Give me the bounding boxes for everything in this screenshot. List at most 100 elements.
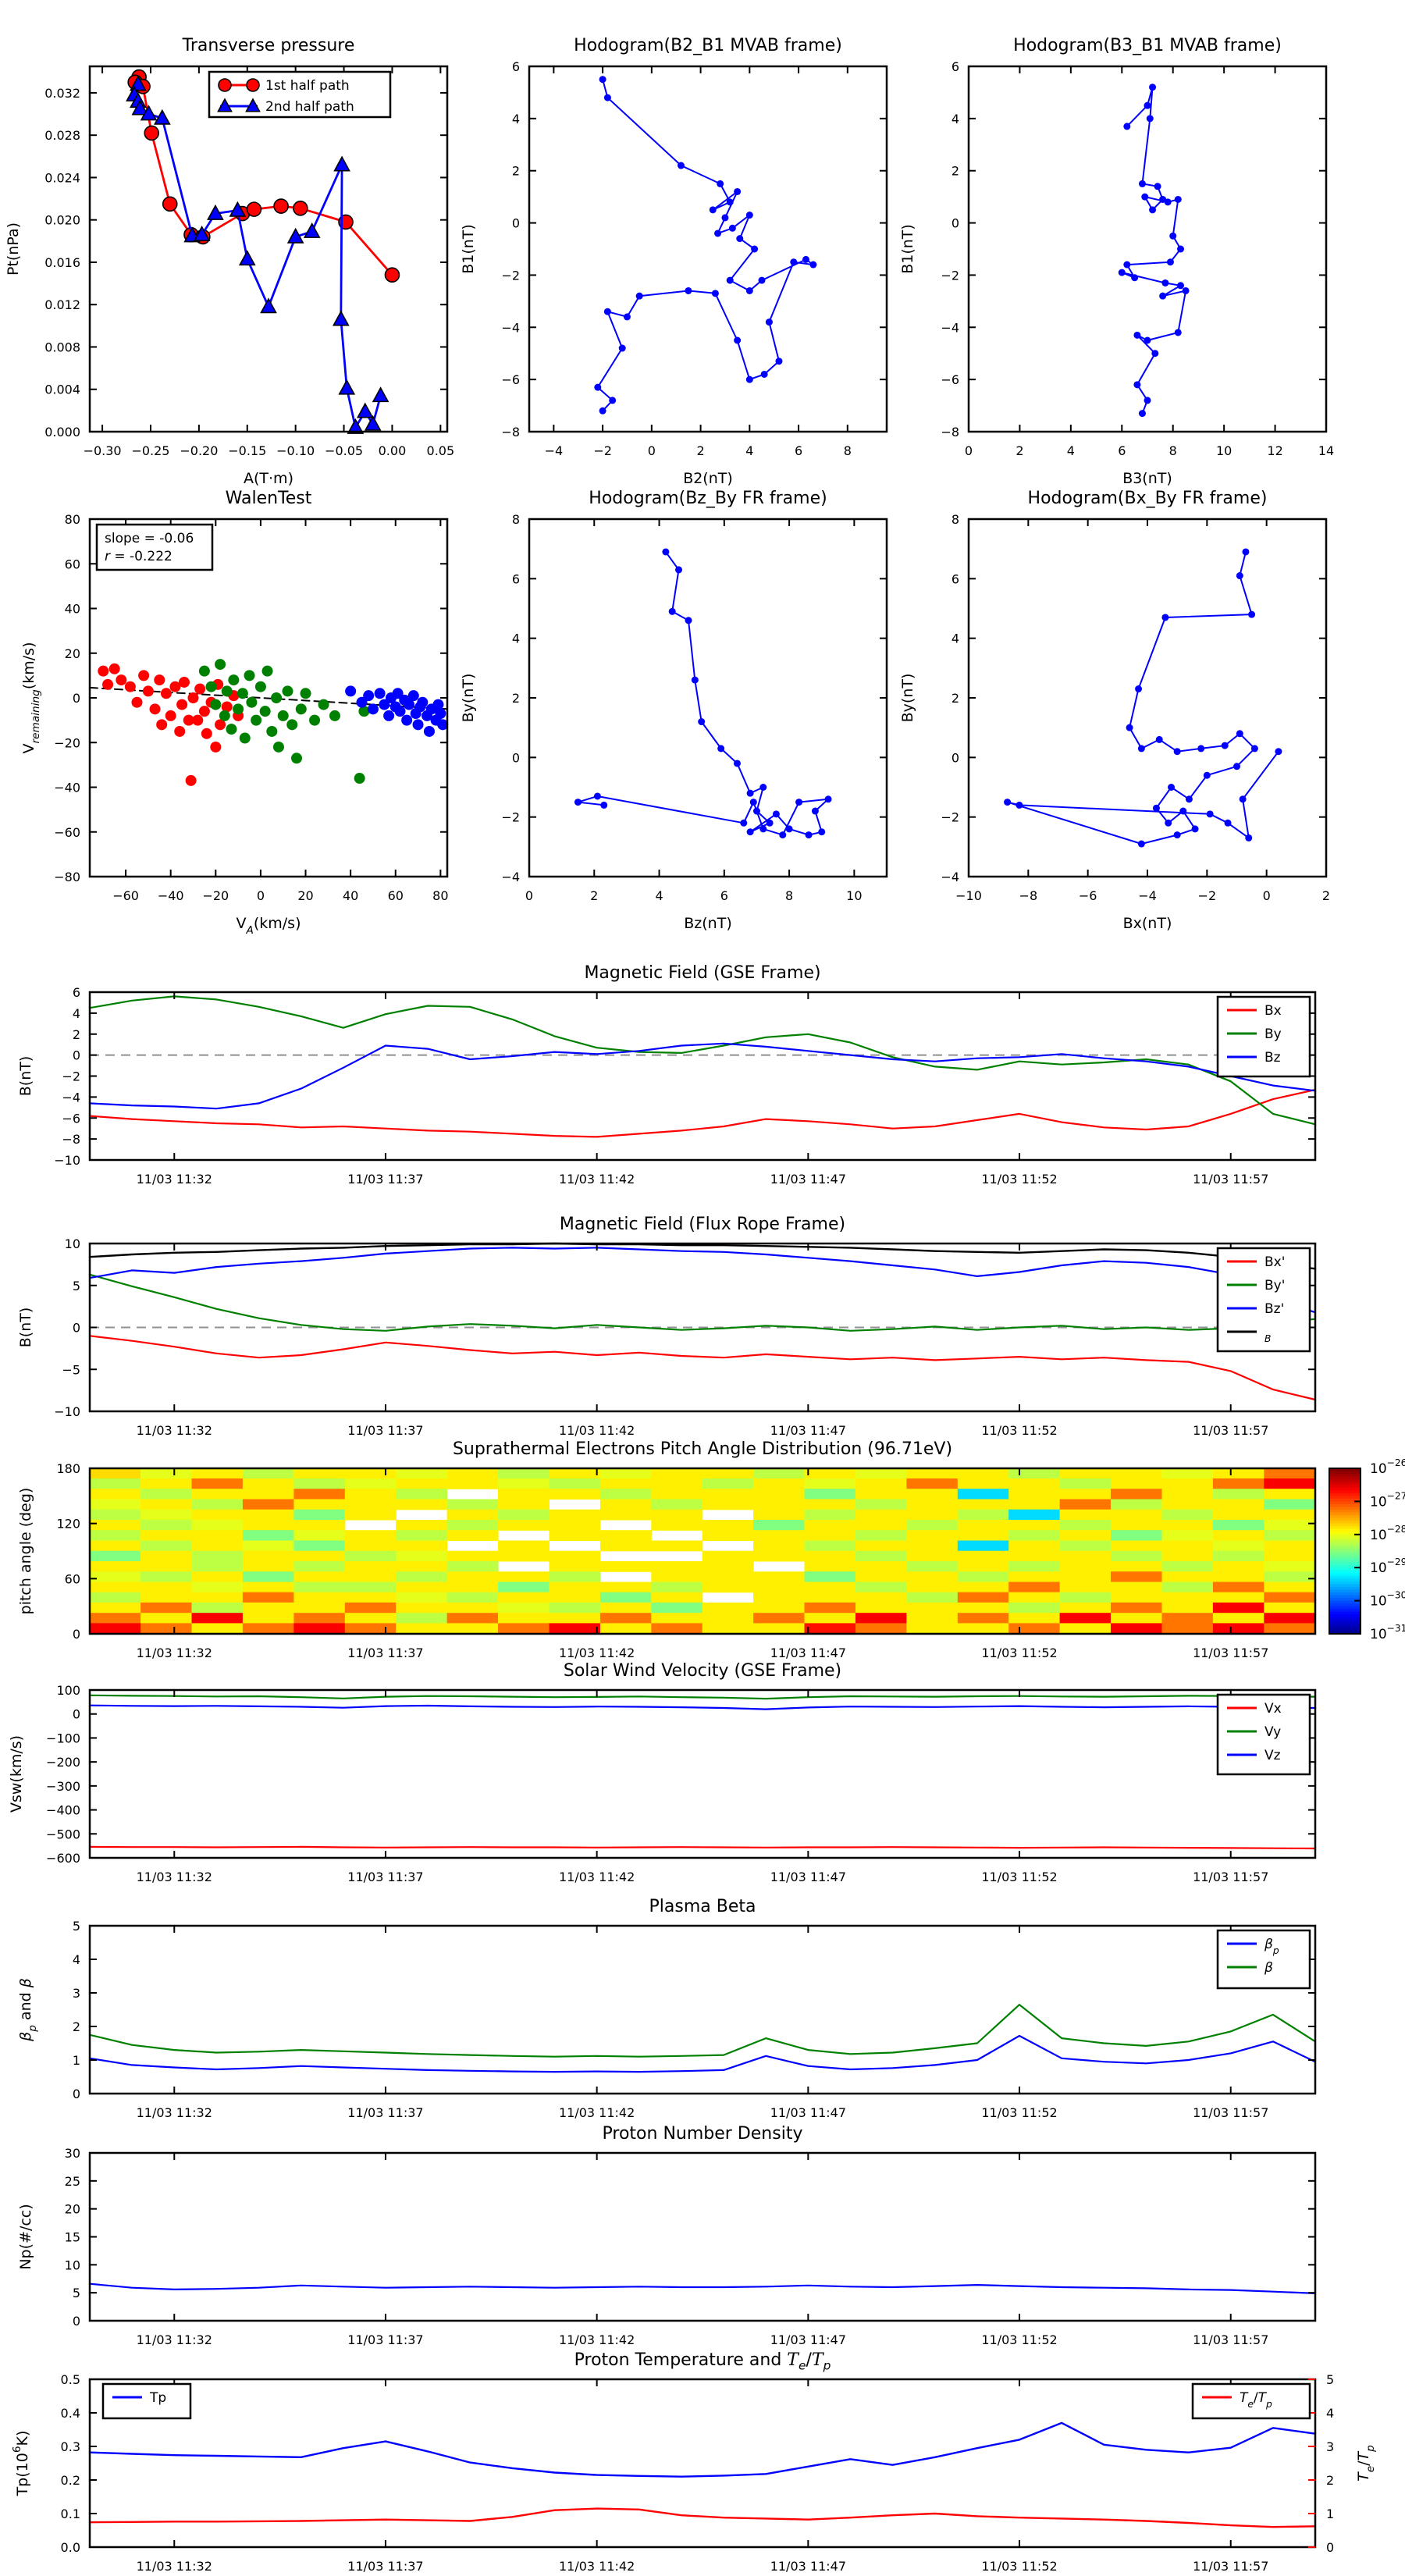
- svg-text:10: 10: [846, 888, 862, 903]
- svg-text:Bx': Bx': [1264, 1254, 1285, 1270]
- svg-text:Bz': Bz': [1264, 1301, 1284, 1317]
- svg-text:0.032: 0.032: [44, 86, 80, 101]
- legend-b-gse: Bx By Bz: [1216, 995, 1311, 1078]
- legend-transverse-pressure: 1st half path 2nd half path: [208, 70, 392, 119]
- svg-text:B(nT): B(nT): [17, 1056, 34, 1097]
- title-b-gse: Magnetic Field (GSE Frame): [584, 963, 821, 983]
- svg-text:11/03 11:32: 11/03 11:32: [137, 2332, 212, 2347]
- svg-text:80: 80: [432, 888, 448, 903]
- svg-text:2nd half path: 2nd half path: [265, 99, 354, 115]
- svg-text:11/03 11:37: 11/03 11:37: [347, 2332, 423, 2347]
- svg-text:Vremaining(km/s): Vremaining(km/s): [20, 642, 42, 754]
- svg-text:11/03 11:37: 11/03 11:37: [347, 1870, 423, 1884]
- svg-text:10−30: 10−30: [1370, 1590, 1405, 1610]
- title-hodogram-bx-by: Hodogram(Bx_By FR frame): [1027, 489, 1268, 508]
- svg-text:6: 6: [951, 571, 959, 586]
- svg-text:B2(nT): B2(nT): [683, 470, 733, 487]
- chart-solar-wind-velocity: 11/03 11:32 11/03 11:37 11/03 11:42 11/03 1…: [8, 1683, 1317, 1884]
- svg-text:0: 0: [73, 691, 80, 706]
- svg-text:11/03 11:47: 11/03 11:47: [770, 1646, 846, 1660]
- svg-text:11/03 11:52: 11/03 11:52: [981, 2559, 1057, 2574]
- svg-text:4: 4: [73, 1952, 80, 1967]
- svg-text:11/03 11:47: 11/03 11:47: [770, 2105, 846, 2120]
- svg-text:−2: −2: [62, 1069, 80, 1084]
- svg-text:−10: −10: [54, 1153, 80, 1168]
- chart-walen-test: −60 −40 −20 0 20 40 60 80 −80 −60 −40 −20 0 20 40 60 80 V…: [20, 512, 449, 937]
- svg-text:B1(nT): B1(nT): [899, 224, 916, 274]
- svg-text:0.008: 0.008: [44, 340, 80, 354]
- svg-text:−40: −40: [158, 888, 184, 903]
- svg-text:−2: −2: [501, 810, 520, 825]
- svg-text:4: 4: [1326, 2406, 1334, 2421]
- svg-text:0.5: 0.5: [61, 2372, 80, 2387]
- svg-text:40: 40: [65, 602, 80, 617]
- chart-hodogram-bz-by: 0 2 4 6 8 10 −4 −2 0 2 4 6 8 Bz(nT) By(nT): [460, 512, 888, 932]
- svg-text:By(nT): By(nT): [899, 674, 916, 723]
- title-electron-pad: Suprathermal Electrons Pitch Angle Distr…: [452, 1439, 953, 1459]
- svg-text:11/03 11:57: 11/03 11:57: [1193, 2105, 1268, 2120]
- svg-text:−200: −200: [46, 1755, 80, 1770]
- chart-hodogram-bx-by: −10 −8 −6 −4 −2 0 2 −4 −2 0 2 4 6 8 Bx(nT) By(nT): [899, 512, 1330, 932]
- chart-hodogram-b2-b1: −4 −2 0 2 4 6 8 −8 −6 −4 −2 0 2 4 6 B2(nT) B1(nT): [460, 59, 888, 487]
- svg-text:1: 1: [73, 2053, 80, 2068]
- svg-text:−60: −60: [54, 825, 80, 840]
- svg-text:−4: −4: [62, 1090, 80, 1105]
- svg-text:0: 0: [1326, 2540, 1334, 2555]
- svg-text:βp: βp: [1264, 1937, 1279, 1956]
- svg-text:6: 6: [720, 888, 728, 903]
- svg-text:10−29: 10−29: [1370, 1557, 1405, 1576]
- svg-text:−4: −4: [941, 870, 959, 884]
- svg-text:60: 60: [388, 888, 404, 903]
- svg-text:2: 2: [1326, 2473, 1334, 2488]
- svg-text:VA(km/s): VA(km/s): [237, 915, 301, 937]
- svg-text:−400: −400: [46, 1803, 80, 1818]
- svg-text:10: 10: [65, 2258, 80, 2272]
- svg-text:0: 0: [965, 443, 973, 458]
- svg-text:10−26: 10−26: [1370, 1457, 1405, 1477]
- svg-text:25: 25: [65, 2174, 80, 2189]
- svg-text:5: 5: [1326, 2372, 1334, 2387]
- svg-text:−0.05: −0.05: [325, 443, 363, 458]
- title-walen-test: WalenTest: [225, 489, 312, 508]
- svg-text:Bz(nT): Bz(nT): [684, 915, 731, 932]
- svg-text:−0.30: −0.30: [84, 443, 122, 458]
- svg-text:−2: −2: [941, 268, 959, 283]
- svg-text:11/03 11:42: 11/03 11:42: [559, 1646, 635, 1660]
- svg-text:6: 6: [512, 571, 520, 586]
- svg-text:11/03 11:57: 11/03 11:57: [1193, 1423, 1268, 1438]
- svg-text:8: 8: [785, 888, 793, 903]
- svg-text:Bx: Bx: [1264, 1003, 1282, 1019]
- svg-text:A(T·m): A(T·m): [244, 470, 293, 487]
- svg-text:4: 4: [745, 443, 753, 458]
- svg-text:0.012: 0.012: [44, 297, 80, 312]
- svg-text:0: 0: [73, 1321, 80, 1336]
- svg-text:slope = -0.06: slope = -0.06: [105, 531, 194, 546]
- svg-text:0: 0: [525, 888, 533, 903]
- svg-text:4: 4: [1067, 443, 1075, 458]
- svg-text:5: 5: [73, 2286, 80, 2300]
- title-hodogram-bz-by: Hodogram(Bz_By FR frame): [589, 489, 827, 508]
- svg-text:−0.25: −0.25: [131, 443, 169, 458]
- svg-text:4: 4: [512, 632, 520, 646]
- svg-text:0.028: 0.028: [44, 128, 80, 143]
- svg-text:0.020: 0.020: [44, 213, 80, 228]
- svg-text:0.1: 0.1: [61, 2507, 80, 2521]
- svg-text:−2: −2: [593, 443, 612, 458]
- svg-text:0.05: 0.05: [427, 443, 455, 458]
- svg-text:0: 0: [73, 1707, 80, 1722]
- svg-text:60: 60: [65, 1571, 80, 1586]
- svg-text:−10: −10: [955, 888, 982, 903]
- legend-solar-wind-velocity: Vx Vy Vz: [1216, 1693, 1311, 1776]
- svg-text:11/03 11:32: 11/03 11:32: [137, 1870, 212, 1884]
- svg-text:−4: −4: [501, 870, 520, 884]
- legend-b-flux-rope: Bx' By' Bz' B: [1216, 1247, 1311, 1353]
- svg-text:11/03 11:52: 11/03 11:52: [981, 2332, 1057, 2347]
- svg-text:−0.20: −0.20: [180, 443, 218, 458]
- svg-text:0: 0: [257, 888, 265, 903]
- svg-text:20: 20: [65, 646, 80, 661]
- svg-text:−100: −100: [46, 1731, 80, 1745]
- svg-text:B(nT): B(nT): [17, 1308, 34, 1348]
- svg-text:12: 12: [1267, 443, 1282, 458]
- svg-text:−8: −8: [501, 425, 520, 439]
